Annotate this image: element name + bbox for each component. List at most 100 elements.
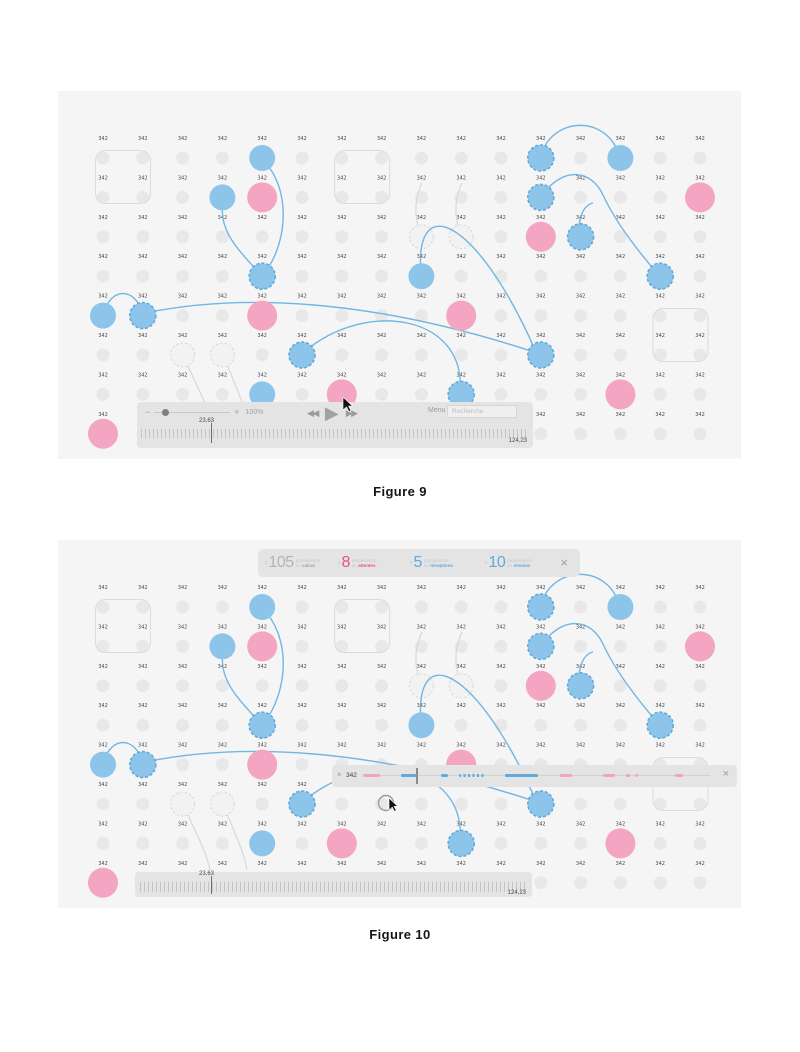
processor-node-pink[interactable] (326, 379, 357, 410)
grid-cell-label: 342 (257, 333, 267, 339)
processor-node-pink[interactable] (247, 182, 278, 213)
processor-node-blue[interactable] (607, 145, 634, 171)
grid-cell-label: 342 (337, 821, 347, 827)
processor-node-blue[interactable] (526, 593, 555, 621)
processor-node-blue[interactable] (447, 829, 476, 858)
processor-node-pink[interactable] (326, 828, 357, 859)
processor-node-blue[interactable] (526, 183, 555, 212)
processor-node-blue[interactable] (526, 632, 555, 661)
grid-cell-label: 342 (695, 743, 705, 749)
ruler-marker[interactable] (211, 876, 212, 894)
grid-cell-label: 342 (337, 294, 347, 300)
processor-node-blue[interactable] (248, 711, 276, 739)
processor-node-pink[interactable] (525, 221, 556, 252)
processor-node-blue[interactable] (526, 341, 555, 369)
processor-node-pink[interactable] (247, 749, 278, 780)
processor-node-blue[interactable] (646, 262, 675, 290)
grid-cell-label: 342 (218, 254, 228, 260)
processor-node-pink[interactable] (247, 631, 278, 662)
processor-node-blue[interactable] (249, 381, 276, 408)
grid-dot (653, 190, 667, 204)
grid-cell-label: 342 (456, 703, 466, 709)
processor-node-blue[interactable] (249, 594, 276, 620)
grid-dot (176, 151, 190, 165)
fast-forward-button[interactable]: ▶▶ (345, 407, 358, 418)
processor-node-pink[interactable] (88, 867, 118, 898)
grid-dot (96, 348, 110, 362)
stat-multiplier: x (485, 560, 488, 566)
processor-node-pink[interactable] (88, 418, 118, 449)
search-input[interactable] (447, 405, 517, 418)
zoom-in-button[interactable]: + (234, 407, 240, 417)
grid-dot (653, 797, 667, 811)
processor-node-blue[interactable] (249, 830, 276, 857)
close-icon[interactable]: × (337, 770, 342, 779)
processor-node-pink[interactable] (605, 828, 636, 859)
processor-node-blue[interactable] (607, 594, 634, 620)
processor-node-blue[interactable] (646, 711, 675, 739)
grid-dot (176, 758, 190, 772)
grid-cell-label: 342 (98, 743, 108, 749)
processor-node-blue[interactable] (526, 144, 555, 172)
grid-cell-label: 342 (257, 782, 267, 788)
close-icon[interactable]: × (722, 768, 729, 780)
grid-cell-label: 342 (218, 372, 228, 378)
grid-dot (215, 758, 229, 772)
processor-node-blue[interactable] (129, 750, 157, 779)
processor-node-blue[interactable] (249, 145, 276, 171)
processor-node-blue[interactable] (129, 301, 157, 330)
zoom-slider[interactable] (154, 409, 231, 416)
grid-cell-label: 342 (218, 861, 228, 867)
processor-node-blue[interactable] (408, 263, 435, 290)
processor-node-pink[interactable] (247, 300, 278, 331)
grid-dot (375, 151, 389, 165)
timeline-ruler[interactable]: 23,63 124,23 (135, 871, 532, 897)
processor-node-blue[interactable] (209, 633, 236, 660)
grid-cell-label: 342 (616, 585, 626, 591)
processor-node-pink[interactable] (446, 300, 477, 331)
grid-dot (295, 836, 309, 850)
processor-node-blue[interactable] (90, 751, 116, 778)
grid-dot (295, 600, 309, 614)
ruler-marker[interactable] (211, 423, 212, 443)
timeline-segment (363, 773, 380, 777)
processor-node-blue[interactable] (408, 712, 435, 739)
ghost-node (209, 342, 235, 368)
grid-cell-label: 342 (98, 664, 108, 670)
timeline-ruler[interactable]: 23,63 124,23 (141, 418, 529, 445)
processor-node-blue[interactable] (288, 341, 316, 369)
processor-node-pink[interactable] (685, 182, 715, 213)
timeline-track[interactable] (332, 765, 737, 787)
processor-node-blue[interactable] (566, 223, 595, 251)
zoom-out-button[interactable]: − (145, 407, 151, 417)
grid-cell-label: 342 (536, 585, 546, 591)
grid-dot (335, 230, 349, 244)
grid-cell-label: 342 (138, 861, 148, 867)
processor-node-blue[interactable] (566, 672, 595, 700)
processor-node-pink[interactable] (525, 670, 556, 701)
grid-cell-label: 342 (496, 254, 506, 260)
processor-node-pink[interactable] (605, 379, 636, 410)
processor-node-blue[interactable] (209, 184, 236, 211)
grid-cell-label: 342 (695, 703, 705, 709)
grid-dot (693, 876, 707, 890)
grid-cell-label: 342 (576, 175, 586, 181)
processor-node-blue[interactable] (90, 302, 116, 329)
processor-node-pink[interactable] (685, 631, 715, 662)
grid-cell-label: 342 (536, 215, 546, 221)
grid-cell-label: 342 (695, 333, 705, 339)
menu-button[interactable]: Menu (428, 407, 446, 414)
grid-cell-label: 342 (695, 412, 705, 418)
processor-node-blue[interactable] (526, 790, 555, 818)
grid-cell-label: 342 (536, 294, 546, 300)
processor-node-blue[interactable] (248, 262, 276, 290)
zoom-slider-handle[interactable] (162, 409, 170, 416)
grid-cell-label: 342 (695, 294, 705, 300)
grid-cell-label: 342 (576, 136, 586, 142)
rewind-button[interactable]: ◀◀ (307, 407, 319, 418)
grid-cell-label: 342 (655, 175, 665, 181)
processor-node-blue[interactable] (288, 790, 316, 818)
play-button[interactable]: ▶ (324, 403, 339, 423)
grid-dot (653, 348, 667, 362)
close-icon[interactable]: × (560, 555, 568, 570)
